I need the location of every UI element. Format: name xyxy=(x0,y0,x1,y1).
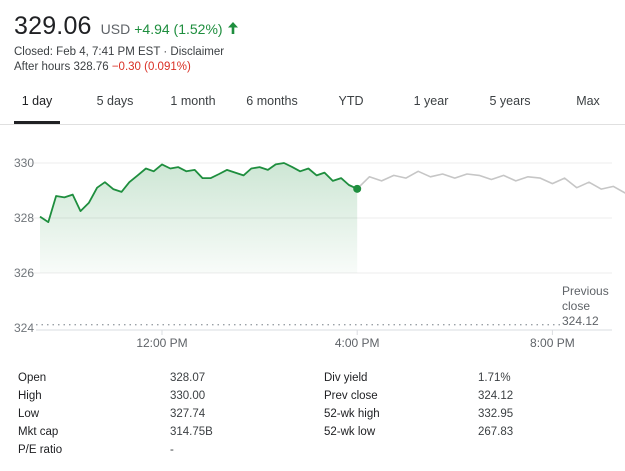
close-point-marker xyxy=(353,184,362,193)
stat-value: 328.07 xyxy=(170,372,206,384)
stat-label: Mkt cap xyxy=(18,426,59,438)
previous-close-label: Previous xyxy=(562,284,609,298)
stat-value: 332.95 xyxy=(478,408,514,420)
after-hours-row: After hours 328.76 −0.30 (0.091%) xyxy=(14,61,191,73)
stat-value: 324.12 xyxy=(478,390,514,402)
x-tick-label: 12:00 PM xyxy=(136,336,187,350)
after-hours-price: After hours 328.76 xyxy=(14,61,109,73)
tab-max[interactable]: Max xyxy=(576,94,600,108)
stat-label: Open xyxy=(18,372,47,384)
price-change: +4.94 (1.52%) xyxy=(134,21,223,37)
regular-session-area xyxy=(40,163,358,273)
stat-label: 52-wk low xyxy=(324,426,376,438)
current-price: 329.06 xyxy=(14,12,92,40)
previous-close-label: close xyxy=(562,299,590,313)
after-hours-change: −0.30 (0.091%) xyxy=(111,61,191,73)
previous-close-label: 324.12 xyxy=(562,314,599,328)
stat-label: Div yield xyxy=(324,372,368,384)
stat-label: P/E ratio xyxy=(18,444,63,456)
stat-label: High xyxy=(18,390,42,402)
tab-5-years[interactable]: 5 years xyxy=(489,94,531,108)
after-hours-line xyxy=(356,170,625,194)
stat-value: 327.74 xyxy=(170,408,206,420)
tab-6-months[interactable]: 6 months xyxy=(246,94,298,108)
y-tick-label: 326 xyxy=(14,266,34,280)
y-tick-label: 330 xyxy=(14,156,34,170)
range-tabs: 1 day 5 days 1 month 6 months YTD 1 year… xyxy=(0,86,625,125)
x-tick-label: 8:00 PM xyxy=(530,336,575,350)
stat-value: 330.00 xyxy=(170,390,206,402)
arrow-up-icon xyxy=(227,22,238,34)
tab-1-day[interactable]: 1 day xyxy=(21,94,53,108)
x-tick-label: 4:00 PM xyxy=(335,336,380,350)
currency-label: USD xyxy=(100,21,131,37)
stat-value: 314.75B xyxy=(170,426,213,438)
active-tab-indicator xyxy=(14,121,60,124)
y-tick-label: 328 xyxy=(14,211,34,225)
stat-label: Low xyxy=(18,408,40,420)
tab-ytd[interactable]: YTD xyxy=(338,94,364,108)
quote-header: 329.06 USD +4.94 (1.52%) xyxy=(14,12,239,41)
y-tick-label: 324 xyxy=(14,321,34,335)
tab-1-year[interactable]: 1 year xyxy=(413,94,449,108)
stat-value: 267.83 xyxy=(478,426,514,438)
tab-5-days[interactable]: 5 days xyxy=(96,94,134,108)
regular-session-line xyxy=(39,162,358,223)
tab-1-month[interactable]: 1 month xyxy=(170,94,216,108)
stat-label: Prev close xyxy=(324,390,378,402)
stat-value: 1.71% xyxy=(478,372,511,384)
market-status: Closed: Feb 4, 7:41 PM EST · Disclaimer xyxy=(14,46,225,58)
stat-value: - xyxy=(170,444,174,456)
stat-label: 52-wk high xyxy=(324,408,380,420)
